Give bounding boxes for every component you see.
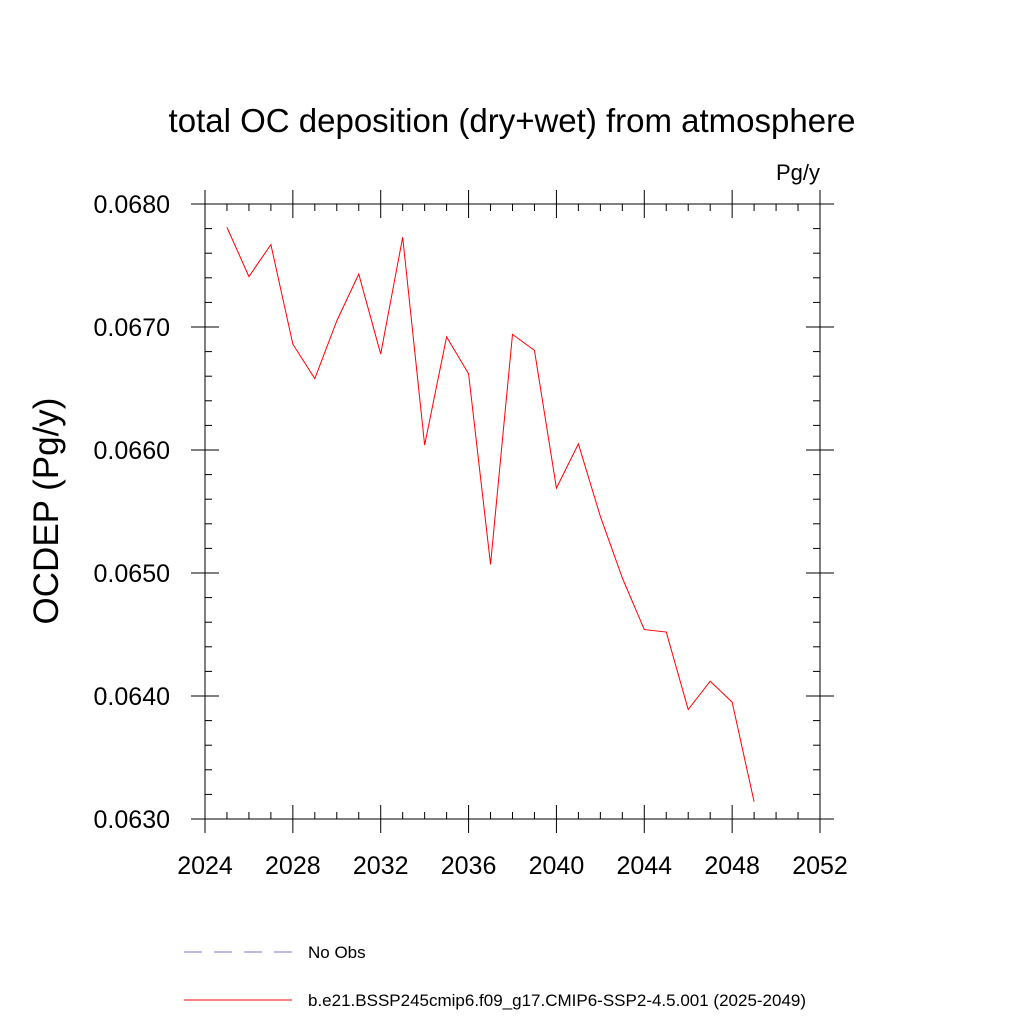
series-layer (226, 227, 755, 802)
y-tick-label: 0.0680 (94, 191, 170, 219)
y-tick-label: 0.0670 (94, 314, 170, 342)
x-tick-labels: 2024 2028 2032 2036 2040 2044 2048 2052 (177, 852, 848, 880)
x-tick-label: 2028 (265, 852, 321, 880)
legend-label: b.e21.BSSP245cmip6.f09_g17.CMIP6-SSP2-4.… (308, 991, 806, 1010)
minor-ticks (205, 204, 820, 819)
series-line (226, 227, 755, 802)
y-tick-label: 0.0650 (94, 560, 170, 588)
x-tick-label: 2052 (792, 852, 848, 880)
units-label: Pg/y (776, 160, 820, 185)
x-tick-label: 2036 (441, 852, 497, 880)
chart-title: total OC deposition (dry+wet) from atmos… (169, 102, 856, 139)
plot-frame (204, 203, 821, 820)
y-axis-label: OCDEP (Pg/y) (27, 398, 66, 625)
legend: No Obs b.e21.BSSP245cmip6.f09_g17.CMIP6-S… (184, 943, 806, 1010)
x-tick-label: 2024 (177, 852, 233, 880)
y-tick-labels: 0.0630 0.0640 0.0650 0.0660 0.0670 0.0680 (94, 191, 170, 834)
y-tick-label: 0.0660 (94, 437, 170, 465)
x-tick-label: 2044 (616, 852, 672, 880)
major-ticks (191, 190, 834, 833)
y-tick-label: 0.0640 (94, 683, 170, 711)
y-tick-label: 0.0630 (94, 806, 170, 834)
x-tick-label: 2048 (704, 852, 760, 880)
x-tick-label: 2032 (353, 852, 409, 880)
legend-label: No Obs (308, 943, 366, 962)
x-tick-label: 2040 (529, 852, 585, 880)
